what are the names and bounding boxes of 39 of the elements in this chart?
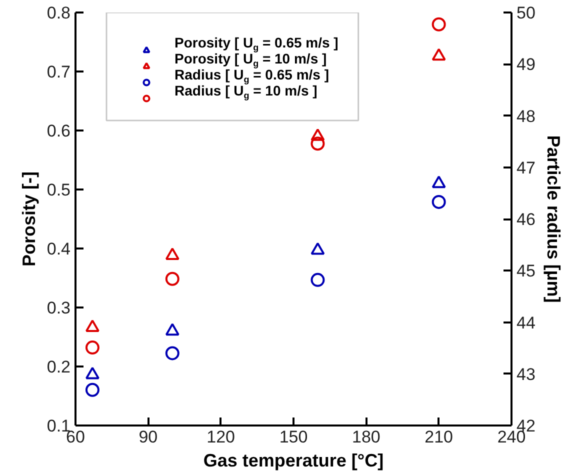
y2-tick-label: 49 (516, 55, 536, 74)
y2-tick-label: 50 (516, 4, 536, 22)
x-tick-label: 180 (352, 428, 380, 446)
point (310, 136, 325, 151)
point (85, 382, 100, 397)
point (432, 17, 446, 32)
point (432, 48, 446, 61)
y-tick-label: 0.4 (46, 240, 71, 258)
x-tick-label: 120 (206, 428, 236, 446)
x-axis-title: Gas temperature [°C] (203, 450, 384, 470)
point (85, 320, 100, 332)
y2-tick-label: 48 (516, 106, 536, 126)
point (432, 176, 446, 188)
point (165, 346, 180, 360)
y2-tick-label: 47 (516, 158, 536, 178)
x-tick-label: 150 (279, 428, 308, 446)
y-axis-title: Porosity [-] (18, 171, 39, 266)
point (165, 323, 180, 336)
point (432, 194, 446, 209)
y2-tick-label: 43 (516, 364, 536, 384)
y-tick-label: 0.6 (46, 122, 71, 140)
y-tick-label: 0.8 (46, 4, 71, 22)
y2-tick-label: 46 (516, 210, 536, 229)
point (310, 128, 325, 141)
y-tick-label: 0.2 (46, 358, 71, 376)
y2-tick-label: 44 (516, 313, 536, 332)
point (85, 366, 100, 380)
x-tick-label: 210 (424, 428, 454, 446)
y2-tick-label: 45 (516, 262, 536, 281)
point (165, 248, 180, 260)
x-tick-label: 90 (138, 428, 158, 446)
y-tick-label: 0.7 (46, 62, 71, 82)
point (310, 242, 325, 255)
y-tick-label: 0.3 (46, 298, 71, 318)
point (310, 272, 325, 287)
y-tick-label: 0.5 (46, 180, 71, 200)
y2-axis-title: Particle radius [µm] (543, 135, 564, 303)
point (85, 340, 100, 355)
point (165, 272, 180, 286)
